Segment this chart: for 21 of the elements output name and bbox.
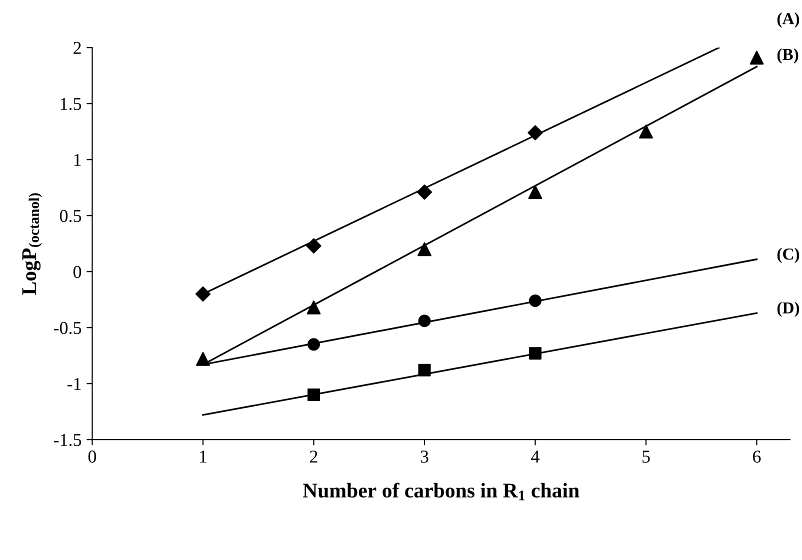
x-axis-title: Number of carbons in R$_{1}$ chain (302, 482, 580, 500)
y-tick-label: 0 (73, 266, 82, 278)
y-tick-label: 2 (74, 42, 81, 54)
x-tick-label: 4 (531, 450, 540, 463)
y-tick-label: 0.5 (60, 210, 82, 222)
x-tick-label: 5 (642, 450, 650, 463)
y-tick-label: -0.5 (54, 322, 82, 334)
y-tick-label: -1 (67, 378, 81, 390)
x-tick-label: 3 (420, 450, 428, 463)
series-label: (D) (777, 302, 800, 317)
y-tick-label: 1 (74, 154, 81, 166)
series-label: (B) (777, 48, 798, 64)
x-tick-label: 1 (200, 450, 206, 463)
y-axis-title: LogP$_{(octanol)}$ (22, 193, 42, 295)
series-label: (C) (777, 248, 800, 264)
y-tick-label: 1.5 (60, 98, 82, 110)
x-tick-label: 0 (88, 450, 96, 463)
x-tick-label: 2 (310, 450, 318, 463)
text: (A) (777, 12, 800, 28)
y-tick-label: -1.5 (54, 434, 82, 446)
x-tick-label: 6 (753, 450, 761, 463)
